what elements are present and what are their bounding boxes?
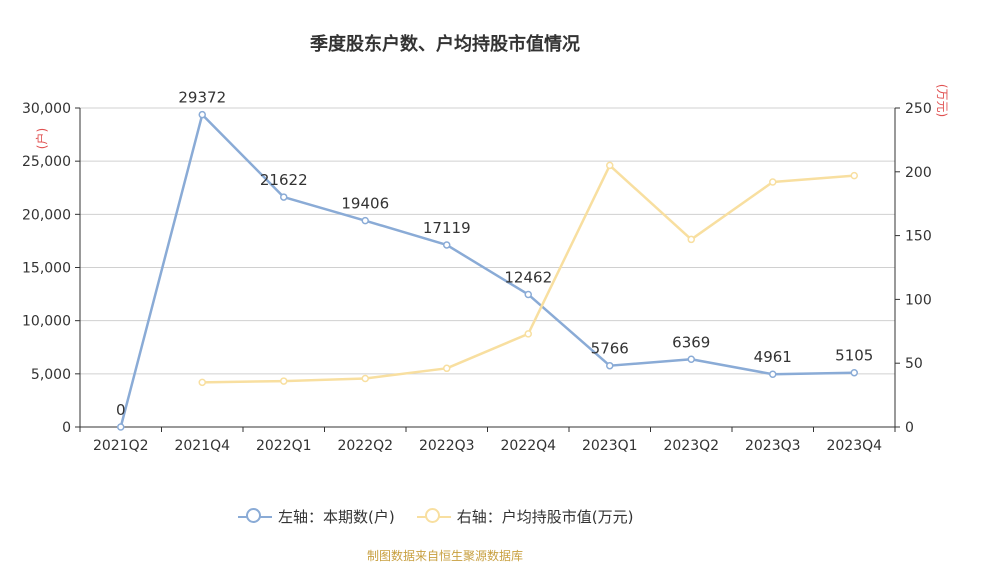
data-label: 5766	[591, 340, 629, 358]
legend-marker-right	[416, 507, 451, 527]
left-axis-tick-label: 25,000	[22, 154, 71, 170]
data-point	[361, 374, 369, 383]
left-axis-tick-label: 0	[62, 420, 71, 436]
data-point	[443, 364, 451, 373]
data-point	[606, 161, 614, 170]
data-point	[280, 193, 288, 201]
right-axis-tick-label: 150	[905, 229, 932, 245]
x-axis-tick-label: 2022Q3	[419, 438, 475, 454]
right-axis-unit: (万元)	[935, 83, 950, 118]
left-axis-tick-label: 20,000	[22, 207, 71, 223]
source-note: 制图数据来自恒生聚源数据库	[366, 549, 523, 563]
data-label: 21622	[260, 171, 308, 189]
legend-marker-left	[238, 507, 272, 527]
legend-item-right-series[interactable]: 右轴：户均持股市值(万元)	[416, 506, 634, 527]
data-label: 4961	[754, 348, 792, 366]
data-label: 17119	[423, 219, 471, 237]
data-point	[687, 235, 695, 244]
data-label: 0	[116, 401, 126, 419]
data-point	[769, 370, 777, 378]
data-point	[198, 378, 206, 387]
left-axis-tick-label: 5,000	[31, 367, 71, 383]
x-axis-tick-label: 2023Q1	[582, 438, 638, 454]
data-point	[769, 178, 777, 186]
data-point	[850, 171, 858, 180]
series-line-0	[119, 113, 855, 428]
data-point	[361, 216, 369, 225]
data-point	[606, 361, 614, 370]
data-point	[280, 377, 288, 385]
left-axis-tick-label: 15,000	[22, 261, 71, 277]
data-point	[687, 355, 695, 364]
x-axis-tick-label: 2021Q2	[93, 438, 149, 454]
x-axis-tick-label: 2023Q3	[745, 438, 801, 454]
data-label: 12462	[504, 268, 552, 286]
data-point	[117, 423, 125, 431]
legend: 左轴：本期数(户) 右轴：户均持股市值(万元)	[238, 506, 655, 527]
legend-item-left-series[interactable]: 左轴：本期数(户)	[238, 506, 395, 527]
right-axis-tick-label: 0	[905, 420, 914, 436]
x-axis-tick-label: 2022Q2	[337, 438, 393, 454]
right-axis-tick-label: 250	[905, 101, 932, 117]
legend-label-right: 右轴：户均持股市值(万元)	[456, 508, 634, 526]
x-axis-tick-label: 2021Q4	[174, 438, 230, 454]
chart-title: 季度股东户数、户均持股市值情况	[310, 34, 580, 55]
x-axis-tick-label: 2022Q4	[500, 438, 556, 454]
data-point	[198, 110, 206, 119]
left-axis-unit: (户)	[35, 127, 50, 150]
data-point	[850, 368, 858, 377]
data-label: 6369	[672, 333, 710, 351]
x-axis-tick-label: 2022Q1	[256, 438, 312, 454]
left-axis-tick-label: 10,000	[22, 314, 71, 330]
data-point	[524, 330, 532, 338]
left-axis-tick-label: 30,000	[22, 101, 71, 117]
data-label: 19406	[341, 195, 389, 213]
data-label: 5105	[835, 347, 873, 365]
right-axis-tick-label: 50	[905, 356, 923, 372]
right-axis-tick-label: 100	[905, 292, 932, 308]
data-point	[443, 241, 451, 249]
data-point	[524, 290, 532, 299]
data-label: 29372	[178, 89, 226, 107]
right-axis-tick-label: 200	[905, 165, 932, 181]
legend-label-left: 左轴：本期数(户)	[278, 508, 395, 526]
x-axis-tick-label: 2023Q2	[663, 438, 719, 454]
x-axis-tick-label: 2023Q4	[826, 438, 882, 454]
